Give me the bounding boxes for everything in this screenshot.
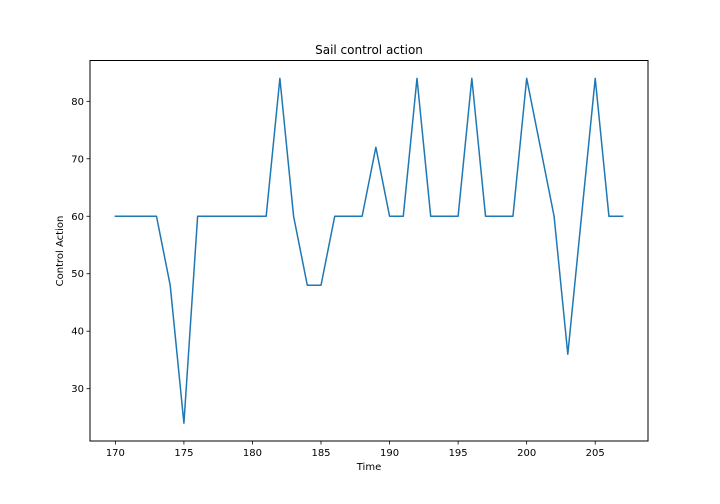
y-tick-label: 40 [71,327,84,338]
plot-frame [89,60,649,442]
x-tick-label: 190 [380,448,399,459]
y-axis-label: Control Action [55,216,66,287]
x-tick-label: 195 [449,448,468,459]
x-tick-label: 185 [311,448,330,459]
x-tick-label: 200 [517,448,536,459]
x-tick-label: 170 [106,448,125,459]
x-axis-ticks: 170 175 180 185 190 195 200 205 [106,441,605,459]
x-tick-label: 180 [243,448,262,459]
y-axis-ticks: 30 40 50 60 70 80 [71,97,90,395]
chart-title: Sail control action [315,43,423,57]
series-line-1 [114,77,624,424]
x-tick-label: 205 [586,448,605,459]
y-tick-label: 80 [71,97,84,108]
y-tick-label: 30 [71,384,84,395]
plot-area [114,77,624,424]
y-tick-label: 70 [71,154,84,165]
x-axis-label: Time [356,462,381,473]
x-tick-label: 175 [174,448,193,459]
y-tick-label: 50 [71,269,84,280]
y-tick-label: 60 [71,212,84,223]
